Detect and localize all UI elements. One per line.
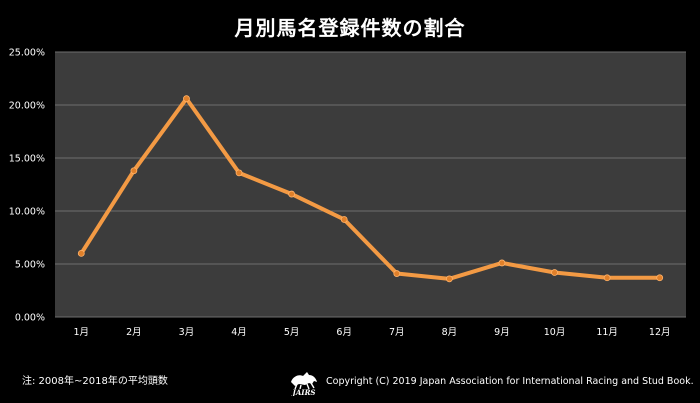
y-tick-label: 0.00% (15, 313, 45, 324)
y-tick-label: 15.00% (9, 154, 45, 165)
y-tick-label: 20.00% (9, 101, 45, 112)
data-point (603, 274, 611, 282)
logo-text: JAIRS (291, 388, 316, 396)
x-tick-label: 7月 (389, 327, 405, 338)
x-tick-label: 5月 (284, 327, 300, 338)
x-tick-label: 11月 (596, 327, 618, 338)
x-tick-label: 9月 (494, 327, 510, 338)
marker-group (77, 95, 664, 283)
data-point (445, 275, 453, 283)
data-point (393, 270, 401, 277)
data-point (551, 269, 558, 276)
data-point (77, 249, 85, 257)
series-group (79, 96, 662, 281)
x-tick-label: 3月 (179, 327, 195, 338)
copyright-text: Copyright (C) 2019 Japan Association for… (326, 376, 694, 387)
y-tick-label: 5.00% (15, 260, 45, 271)
x-tick-label: 8月 (442, 327, 458, 338)
x-tick-label: 6月 (336, 327, 352, 338)
gridlines (55, 51, 686, 318)
data-point (183, 95, 190, 103)
data-point (498, 259, 506, 267)
x-tick-label: 4月 (231, 327, 247, 338)
plot-area (55, 52, 686, 317)
jairs-logo-icon: JAIRS (291, 372, 317, 396)
y-tick-label: 25.00% (9, 48, 45, 59)
chart-title: 月別馬名登録件数の割合 (234, 16, 466, 40)
data-point (235, 169, 243, 177)
data-point (656, 274, 664, 282)
x-tick-label: 10月 (544, 327, 566, 338)
x-tick-label: 2月 (126, 327, 142, 338)
x-tick-label: 1月 (74, 327, 90, 338)
data-point (288, 190, 296, 198)
data-point (340, 216, 348, 223)
y-tick-label: 10.00% (9, 207, 45, 218)
series-line (79, 96, 662, 281)
x-axis-ticks: 1月 2月 3月 4月 5月 6月 7月 8月 9月 10月 11月 12月 (74, 327, 671, 338)
x-tick-label: 12月 (649, 327, 671, 338)
footnote: 注: 2008年~2018年の平均頭数 (22, 376, 168, 387)
data-point (130, 167, 138, 175)
y-axis-ticks: 0.00% 5.00% 10.00% 15.00% 20.00% 25.00% (9, 48, 45, 324)
